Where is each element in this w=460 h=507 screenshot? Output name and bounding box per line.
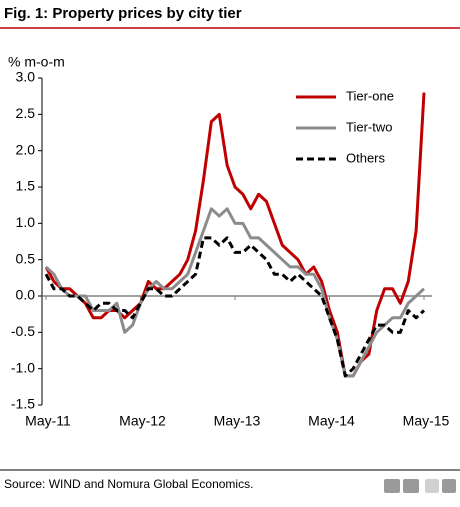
y-tick-label: -1.5 — [11, 396, 35, 412]
chart-title: Fig. 1: Property prices by city tier — [4, 5, 242, 22]
x-tick-label: May-14 — [308, 413, 355, 429]
y-tick-label: 1.0 — [16, 214, 36, 230]
save-icon[interactable] — [384, 479, 400, 493]
y-tick-label: 3.0 — [16, 69, 36, 85]
y-tick-label: -1.0 — [11, 359, 35, 375]
series-line — [44, 207, 426, 378]
y-tick-label: 2.0 — [16, 141, 36, 157]
print-icon[interactable] — [403, 479, 419, 493]
down-icon[interactable] — [442, 479, 456, 493]
series-line — [44, 236, 426, 378]
x-tick-label: May-12 — [119, 413, 166, 429]
y-tick-label: 0.0 — [16, 287, 36, 303]
x-tick-label: May-13 — [214, 413, 261, 429]
y-axis-label: % m-o-m — [8, 54, 65, 70]
x-tick-label: May-15 — [403, 413, 450, 429]
source-note: Source: WIND and Nomura Global Economics… — [4, 477, 253, 491]
up-icon[interactable] — [425, 479, 439, 493]
legend-label: Others — [346, 150, 386, 165]
x-tick-label: May-11 — [25, 413, 71, 429]
y-tick-label: 0.5 — [16, 250, 36, 266]
y-tick-label: -0.5 — [11, 323, 35, 339]
legend-label: Tier-one — [346, 88, 394, 103]
legend-label: Tier-two — [346, 119, 392, 134]
y-tick-label: 1.5 — [16, 178, 36, 194]
y-tick-label: 2.5 — [16, 105, 36, 121]
series-line — [44, 92, 426, 378]
toolbar — [384, 479, 456, 493]
